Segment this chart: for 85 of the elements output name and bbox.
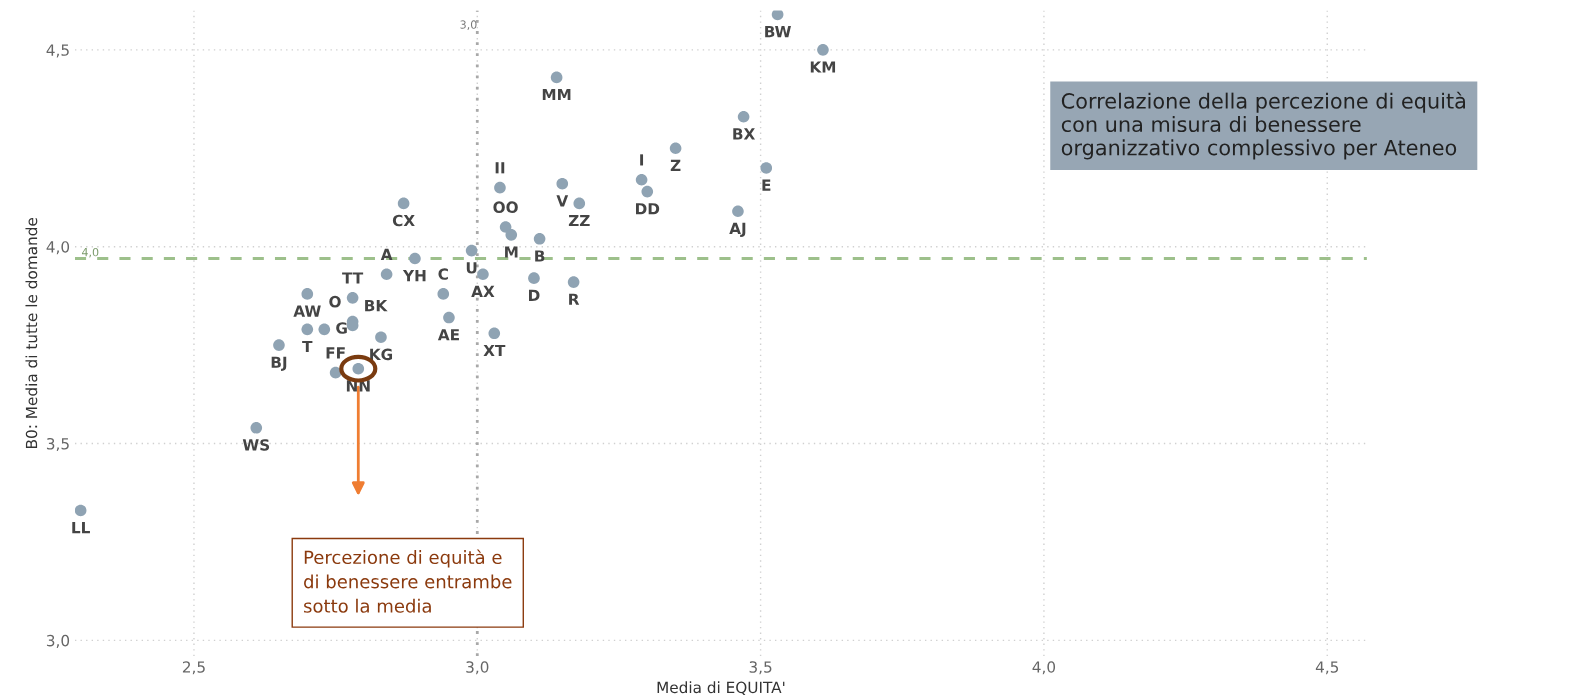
data-label: I	[640, 154, 644, 166]
point	[550, 71, 563, 84]
data-label: AE	[437, 329, 459, 341]
data-label: G	[336, 322, 347, 334]
ref-line-label: 3,0	[460, 20, 477, 30]
y-tick-label: 3,0	[46, 634, 70, 648]
data-label: D	[529, 289, 540, 301]
point	[817, 44, 829, 56]
point	[465, 244, 478, 257]
point	[732, 205, 744, 218]
data-label: B	[535, 250, 545, 262]
x-tick-label: 3,5	[749, 661, 772, 675]
point	[375, 331, 387, 344]
y-axis-title: B0: Media di tutte le domande	[25, 218, 38, 448]
point	[273, 339, 285, 351]
point	[250, 421, 263, 434]
data-label: DD	[636, 203, 660, 215]
data-label: A	[380, 248, 393, 260]
data-label: YH	[402, 270, 426, 282]
point	[301, 288, 314, 300]
data-label: R	[569, 293, 580, 305]
data-label: II	[495, 162, 505, 174]
point	[669, 142, 682, 155]
data-label: FF	[326, 347, 345, 359]
data-label: AX	[471, 285, 495, 297]
data-label: BJ	[271, 356, 287, 371]
annotation: Correlazione della percezione di equità con una misura di benessere organizzativo complessivo per Ateneo	[1061, 91, 1465, 160]
point	[397, 197, 410, 210]
point	[494, 181, 506, 194]
y-tick-label: 4,5	[46, 44, 69, 58]
data-label: M	[505, 246, 518, 258]
point	[528, 272, 540, 284]
data-label: WS	[242, 439, 270, 451]
point	[771, 10, 784, 21]
point	[641, 185, 654, 198]
y-tick-label: 4,0	[46, 241, 70, 255]
data-label: ZZ	[568, 214, 590, 227]
data-label: O	[329, 295, 341, 308]
point	[533, 233, 546, 245]
point	[737, 110, 750, 123]
point	[329, 366, 342, 379]
point	[573, 197, 586, 210]
data-label: TT	[342, 272, 364, 284]
data-label: Z	[670, 159, 681, 171]
point	[318, 323, 331, 336]
data-label: AW	[293, 305, 321, 317]
point	[380, 268, 393, 281]
data-label: T	[302, 340, 313, 353]
data-label: MM	[542, 88, 571, 101]
data-label: OO	[493, 201, 518, 213]
data-label: CX	[392, 214, 415, 227]
annotation: Percezione di equità e di benessere entrambe sotto la media	[304, 549, 512, 613]
data-label: BW	[765, 25, 791, 38]
x-tick-label: 3,0	[466, 661, 489, 675]
point	[477, 268, 489, 281]
data-label: LL	[72, 522, 90, 534]
point	[346, 292, 359, 304]
data-label: V	[556, 195, 569, 207]
point	[488, 327, 501, 340]
x-tick-label: 4,5	[1315, 661, 1339, 675]
point	[409, 252, 421, 265]
data-label: KG	[370, 348, 393, 361]
point	[301, 323, 314, 336]
point	[443, 311, 455, 324]
x-tick-label: 4,0	[1032, 661, 1056, 675]
data-label: KM	[810, 61, 836, 73]
data-label: E	[762, 179, 771, 191]
point	[505, 229, 518, 241]
point	[760, 162, 773, 174]
point	[74, 504, 87, 517]
point	[499, 221, 512, 233]
point	[437, 288, 450, 300]
point	[635, 173, 648, 186]
point	[556, 177, 569, 190]
data-label: XT	[483, 344, 506, 357]
data-label: AJ	[729, 222, 746, 238]
ref-line-label: 4,0	[81, 247, 99, 258]
x-tick-label: 2,5	[182, 661, 205, 675]
data-label: BX	[733, 128, 756, 140]
y-tick-label: 3,5	[46, 437, 69, 452]
data-label: BK	[365, 299, 388, 312]
x-axis-title: Media di EQUITA'	[657, 681, 785, 695]
data-label: C	[438, 268, 448, 280]
point	[567, 276, 580, 288]
data-label: U	[466, 262, 477, 274]
